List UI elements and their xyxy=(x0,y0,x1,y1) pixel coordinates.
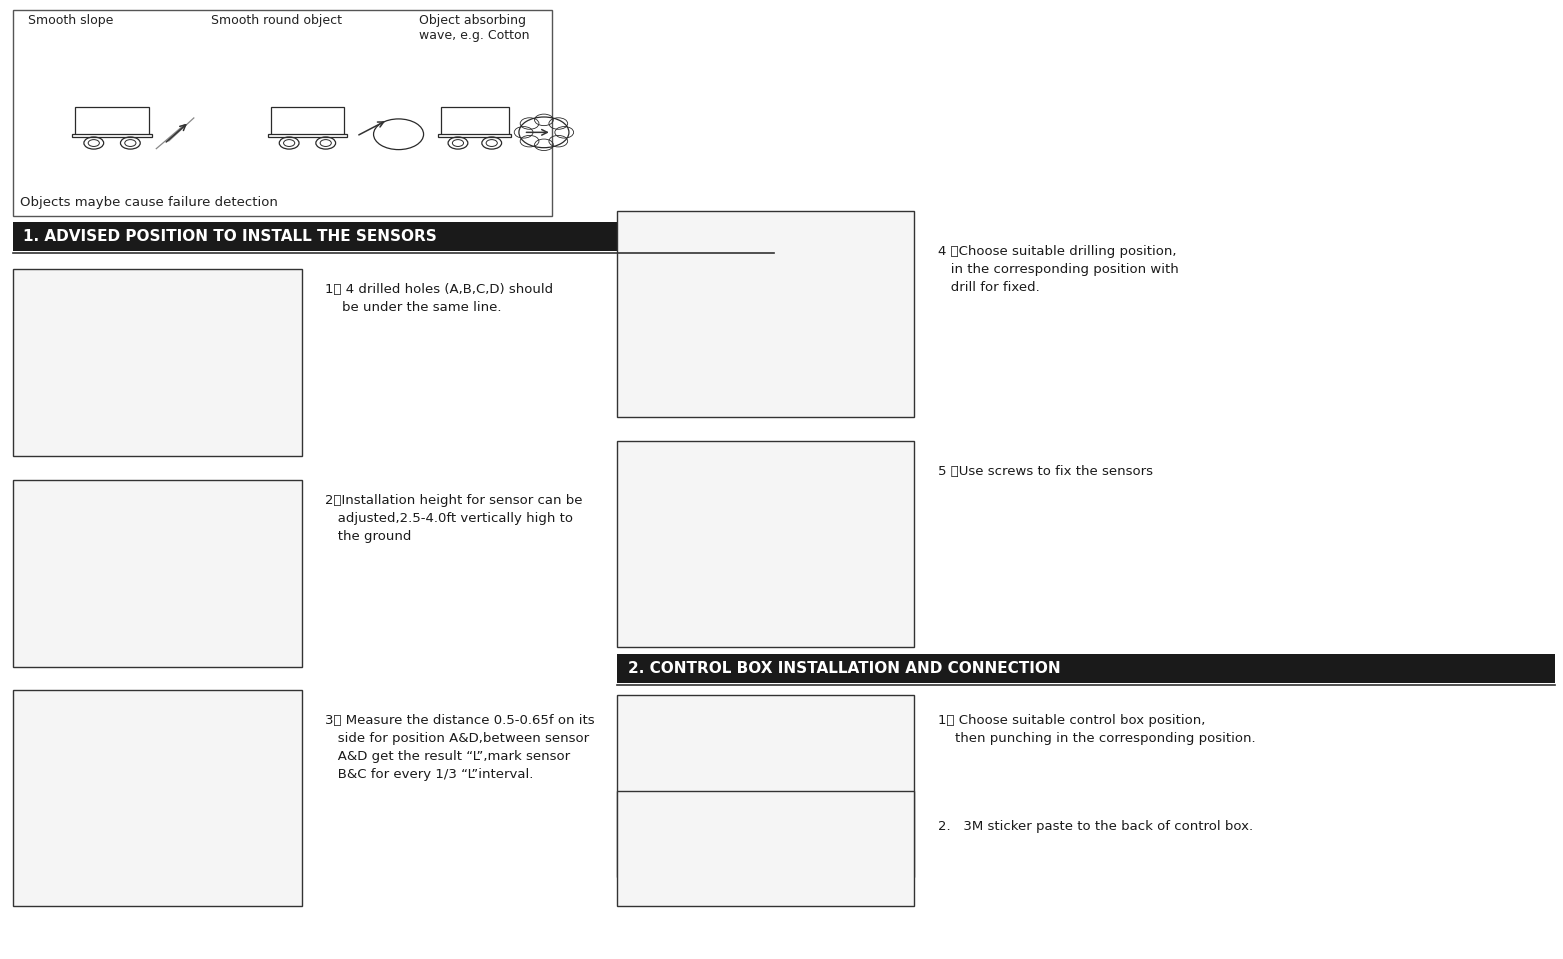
Bar xyxy=(72,133,152,137)
Bar xyxy=(13,222,755,251)
Text: 1、 4 drilled holes (A,B,C,D) should
    be under the same line.: 1、 4 drilled holes (A,B,C,D) should be u… xyxy=(325,283,553,314)
Bar xyxy=(441,107,508,134)
Bar xyxy=(267,133,347,137)
Text: Objects maybe cause failure detection: Objects maybe cause failure detection xyxy=(20,196,278,209)
Bar xyxy=(617,695,914,877)
Text: 1、 Choose suitable control box position,
    then punching in the corresponding : 1、 Choose suitable control box position,… xyxy=(938,714,1255,745)
Text: 4 、Choose suitable drilling position,
   in the corresponding position with
   d: 4 、Choose suitable drilling position, in… xyxy=(938,245,1179,293)
Text: 5 、Use screws to fix the sensors: 5 、Use screws to fix the sensors xyxy=(938,465,1153,479)
Text: 1. ADVISED POSITION TO INSTALL THE SENSORS: 1. ADVISED POSITION TO INSTALL THE SENSO… xyxy=(23,229,438,245)
Bar xyxy=(13,480,302,667)
Bar xyxy=(13,10,552,216)
Bar xyxy=(617,791,914,906)
Bar xyxy=(13,269,302,456)
Bar xyxy=(270,107,344,134)
Bar xyxy=(13,690,302,906)
Bar xyxy=(617,211,914,417)
Text: 2. CONTROL BOX INSTALLATION AND CONNECTION: 2. CONTROL BOX INSTALLATION AND CONNECTI… xyxy=(628,661,1061,676)
Bar xyxy=(617,654,1555,683)
Text: 3、 Measure the distance 0.5-0.65f on its
   side for position A&D,between sensor: 3、 Measure the distance 0.5-0.65f on its… xyxy=(325,714,596,782)
Text: Smooth slope: Smooth slope xyxy=(28,14,114,28)
Bar xyxy=(617,441,914,647)
Text: Object absorbing
wave, e.g. Cotton: Object absorbing wave, e.g. Cotton xyxy=(419,14,530,42)
Bar xyxy=(438,133,511,137)
Bar xyxy=(75,107,148,134)
Text: 2、Installation height for sensor can be
   adjusted,2.5-4.0ft vertically high to: 2、Installation height for sensor can be … xyxy=(325,494,583,543)
Text: Smooth round object: Smooth round object xyxy=(211,14,342,28)
Text: 2.   3M sticker paste to the back of control box.: 2. 3M sticker paste to the back of contr… xyxy=(938,820,1254,833)
